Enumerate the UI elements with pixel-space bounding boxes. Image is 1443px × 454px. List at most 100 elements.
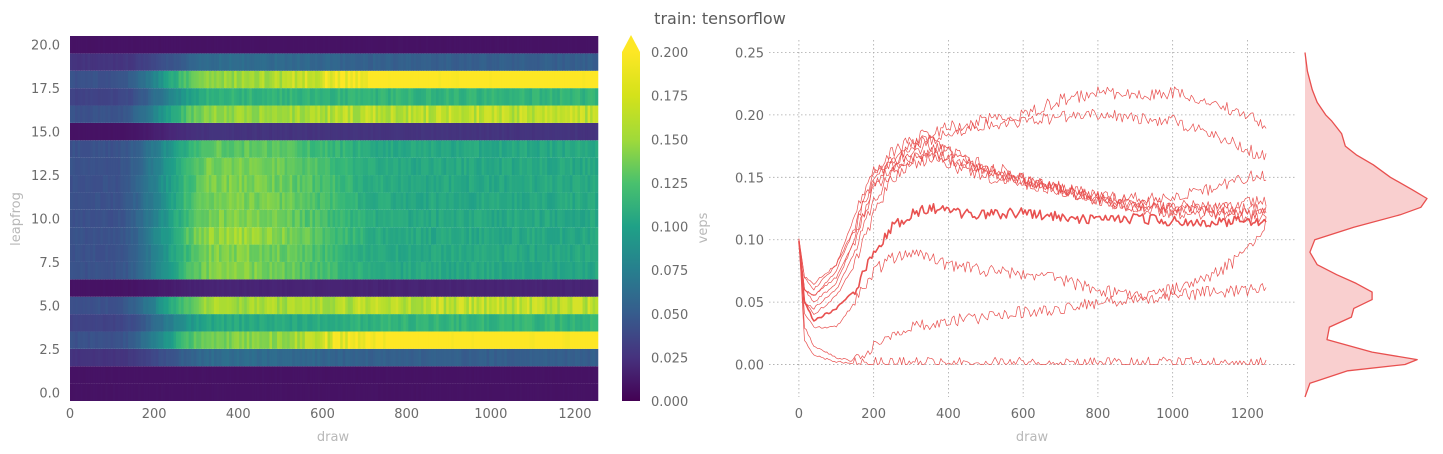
heatmap-cell: [196, 279, 200, 297]
heatmap-cell: [163, 209, 167, 228]
heatmap-cell: [431, 192, 435, 210]
heatmap-cell: [332, 348, 336, 367]
heatmap-cell: [332, 192, 336, 210]
heatmap-cell: [246, 209, 250, 228]
heatmap-cell: [592, 331, 596, 349]
heatmap-cell: [383, 192, 387, 210]
heatmap-cell: [198, 296, 202, 315]
heatmap-cell: [80, 122, 84, 141]
heatmap-cell: [266, 227, 271, 245]
heatmap-cell: [431, 122, 435, 141]
heatmap-cell: [92, 296, 96, 315]
heatmap-cell: [494, 244, 498, 262]
heatmap-cell: [196, 296, 200, 315]
heatmap-cell: [160, 331, 165, 349]
heatmap-cell: [438, 227, 442, 245]
heatmap-cell: [186, 36, 190, 54]
heatmap-cell: [82, 314, 86, 332]
heatmap-cell: [226, 105, 230, 123]
heatmap-cell: [148, 296, 152, 315]
heatmap-cell: [504, 88, 508, 106]
heatmap-cell: [436, 209, 440, 228]
heatmap-cell: [128, 261, 132, 280]
heatmap-cell: [155, 383, 159, 401]
heatmap-cell: [423, 296, 427, 315]
heatmap-cell: [360, 175, 364, 193]
heatmap-cell: [590, 348, 594, 367]
heatmap-cell: [398, 105, 402, 123]
heatmap-cell: [408, 53, 412, 71]
heatmap-cell: [532, 348, 536, 367]
heatmap-cell: [123, 192, 127, 210]
heatmap-cell: [213, 70, 218, 89]
colorbar-tick-label: 0.150: [651, 133, 688, 148]
heatmap-cell: [133, 279, 137, 297]
heatmap-cell: [398, 209, 402, 228]
series-line: [798, 134, 1267, 285]
heatmap-cell: [375, 175, 379, 193]
heatmap-cell: [170, 348, 175, 367]
heatmap-cell: [453, 227, 457, 245]
heatmap-cell: [428, 88, 432, 106]
heatmap-cell: [592, 348, 596, 367]
heatmap-cell: [347, 70, 351, 89]
heatmap-cell: [309, 244, 313, 262]
heatmap-cell: [410, 366, 414, 384]
heatmap-cell: [282, 70, 286, 89]
heatmap-cell: [380, 209, 384, 228]
heatmap-cell: [115, 157, 119, 176]
heatmap-cell: [294, 192, 298, 210]
heatmap-cell: [456, 383, 460, 401]
heatmap-cell: [577, 175, 581, 193]
heatmap-cell: [443, 140, 447, 158]
heatmap-cell: [181, 192, 185, 210]
heatmap-cell: [456, 366, 460, 384]
heatmap-cell: [514, 36, 518, 54]
heatmap-cell: [244, 192, 248, 210]
heatmap-cell: [264, 140, 268, 158]
heatmap-cell: [582, 331, 586, 349]
heatmap-cell: [309, 348, 313, 367]
heatmap-cell: [133, 53, 137, 71]
heatmap-cell: [292, 331, 296, 349]
heatmap-cell: [173, 366, 177, 384]
heatmap-cell: [564, 348, 568, 367]
heatmap-cell: [413, 209, 417, 228]
heatmap-cell: [145, 140, 149, 158]
heatmap-cell: [395, 348, 399, 367]
heatmap-cell: [544, 227, 548, 245]
heatmap-cell: [224, 122, 228, 141]
heatmap-cell: [72, 88, 76, 106]
heatmap-cell: [327, 348, 331, 367]
heatmap-cell: [587, 366, 591, 384]
heatmap-cell: [393, 348, 397, 367]
heatmap-cell: [105, 105, 109, 123]
heatmap-cell: [140, 261, 144, 280]
heatmap-cell: [85, 296, 89, 315]
heatmap-cell: [423, 122, 427, 141]
heatmap-cell: [224, 140, 228, 158]
heatmap-cell: [572, 140, 576, 158]
heatmap-cell: [261, 227, 266, 245]
heatmap-cell: [75, 366, 79, 384]
heatmap-cell: [143, 209, 147, 228]
heatmap-cell: [168, 157, 172, 176]
heatmap-cell: [80, 261, 84, 280]
heatmap-cell: [547, 122, 551, 141]
heatmap-cell: [428, 105, 432, 123]
heatmap-cell: [420, 36, 425, 54]
heatmap-cell: [90, 88, 94, 106]
heatmap-cell: [468, 122, 473, 141]
heatmap-cell: [264, 175, 268, 193]
heatmap-cell: [572, 261, 576, 280]
heatmap-cell: [213, 279, 218, 297]
heatmap-cell: [112, 383, 117, 401]
heatmap-cell: [178, 296, 182, 315]
heatmap-cell: [256, 209, 260, 228]
heatmap-cell: [423, 192, 427, 210]
heatmap-cell: [256, 192, 260, 210]
heatmap-cell: [554, 105, 558, 123]
heatmap-cell: [327, 279, 331, 297]
heatmap-cell: [473, 244, 478, 262]
heatmap-cell: [284, 209, 288, 228]
